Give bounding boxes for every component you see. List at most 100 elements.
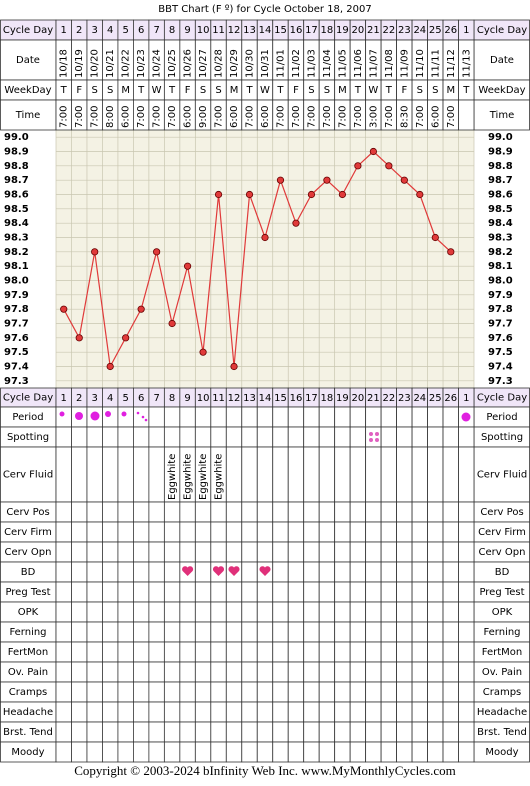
cell [71, 661, 88, 683]
cell [365, 741, 382, 763]
y-tick-label: 98.8 [488, 161, 513, 172]
cell [241, 661, 258, 683]
cycle-day: 24 [413, 25, 426, 36]
cell [303, 426, 320, 448]
cell [303, 406, 320, 428]
temperature-point [400, 176, 408, 184]
cell [303, 621, 320, 643]
cell [133, 446, 150, 503]
cell [256, 501, 274, 523]
cell [86, 641, 103, 663]
cell [71, 446, 88, 503]
y-tick-label: 99.0 [488, 132, 513, 143]
row-label: Ov. Pain [8, 667, 48, 678]
cell [303, 541, 320, 563]
cell [102, 701, 119, 723]
cell [303, 701, 320, 723]
cell [55, 721, 72, 743]
date: 10/24 [152, 49, 163, 78]
cell [303, 501, 320, 523]
cell [334, 721, 351, 743]
cell [210, 501, 227, 523]
cell [163, 561, 181, 583]
time: 7:00 [415, 106, 426, 128]
cycle-day: 25 [429, 393, 442, 404]
weekday: T [245, 85, 253, 96]
cell [241, 721, 258, 743]
date: 11/04 [322, 49, 333, 78]
cell [272, 501, 289, 523]
cell [318, 681, 336, 703]
cell [102, 681, 119, 703]
cell [272, 521, 289, 543]
temperature-point [369, 147, 377, 156]
period-icons [59, 411, 471, 422]
cell [71, 601, 88, 623]
cell [334, 446, 351, 503]
time: 6:00 [121, 106, 132, 128]
cell [179, 681, 196, 703]
heart [228, 566, 240, 576]
y-tick-label: 97.5 [4, 347, 29, 358]
cell [427, 446, 444, 503]
row-label: Preg Test [479, 587, 524, 598]
row-label: Cerv Firm [478, 527, 526, 538]
temperature-point [153, 248, 161, 256]
cell [349, 541, 367, 563]
cell [148, 581, 165, 603]
cell [349, 681, 367, 703]
cycle-day: 3 [92, 25, 98, 36]
date: 10/22 [121, 49, 132, 78]
heart [259, 566, 271, 576]
cerv-fluid: Eggwhite [198, 454, 209, 500]
cell [102, 406, 119, 428]
cycle-day: 2 [76, 25, 82, 36]
cell [303, 446, 320, 503]
cell [334, 661, 351, 683]
cell [442, 501, 459, 523]
cell [210, 426, 227, 448]
date: 10/31 [260, 49, 271, 78]
heart [182, 566, 194, 576]
cell [427, 661, 444, 683]
cell [194, 426, 212, 448]
cell [458, 541, 475, 563]
cycle-day: 18 [321, 25, 334, 36]
cell [241, 581, 258, 603]
y-tick-label: 97.9 [488, 290, 513, 301]
cell [411, 426, 428, 448]
row-label: Brst. Tend [3, 727, 53, 738]
cell [427, 521, 444, 543]
cell [272, 621, 289, 643]
cell [241, 501, 258, 523]
cycle-day: 10 [197, 393, 210, 404]
cycle-day: 16 [290, 25, 303, 36]
cycle-day: 15 [274, 393, 287, 404]
time: 7:00 [136, 106, 147, 128]
cell [458, 426, 475, 448]
cycle-day: 2 [76, 393, 82, 404]
row-label: Cerv Pos [480, 507, 523, 518]
cell [318, 426, 336, 448]
cell [55, 741, 72, 763]
cell [334, 541, 351, 563]
cell [396, 701, 413, 723]
date: 11/13 [461, 49, 472, 78]
cycle-day: 17 [305, 25, 318, 36]
cell [179, 661, 196, 683]
cell [71, 701, 88, 723]
temperature-point [214, 190, 223, 199]
cell [349, 521, 367, 543]
cell [396, 561, 413, 583]
cell [458, 721, 475, 743]
cell [365, 701, 382, 723]
cell [427, 721, 444, 743]
cell [365, 446, 382, 503]
temperature-point [292, 219, 300, 227]
time: 7:00 [167, 106, 178, 128]
cell [210, 641, 227, 663]
date: 10/25 [167, 49, 178, 78]
cell [163, 721, 181, 743]
cell [117, 681, 134, 703]
y-tick-label: 97.3 [488, 376, 513, 387]
